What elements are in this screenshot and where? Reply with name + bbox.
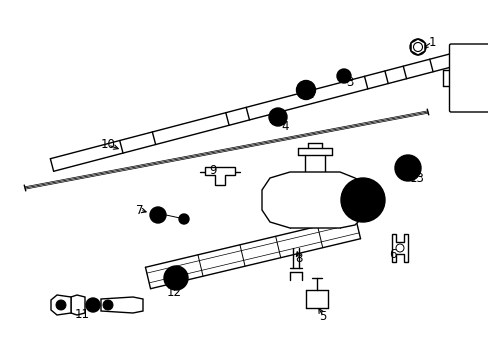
Text: 9: 9 (209, 163, 216, 176)
Text: 1: 1 (427, 36, 435, 49)
Text: 3: 3 (346, 76, 353, 89)
Circle shape (86, 298, 100, 312)
Polygon shape (410, 39, 424, 55)
Text: 5: 5 (319, 310, 326, 323)
Polygon shape (391, 234, 407, 262)
Circle shape (150, 207, 165, 223)
Circle shape (336, 69, 350, 83)
Polygon shape (71, 295, 85, 315)
Circle shape (340, 178, 384, 222)
Circle shape (409, 39, 425, 55)
Polygon shape (101, 297, 142, 313)
Text: 4: 4 (281, 121, 288, 134)
Circle shape (179, 214, 189, 224)
Text: 6: 6 (388, 248, 396, 261)
Circle shape (355, 189, 359, 193)
Text: 10: 10 (101, 139, 115, 152)
Polygon shape (204, 167, 235, 185)
Text: 11: 11 (74, 309, 89, 321)
Text: 12: 12 (166, 287, 181, 300)
Circle shape (413, 42, 422, 51)
Text: 8: 8 (295, 252, 302, 265)
Circle shape (350, 198, 354, 202)
Text: 13: 13 (409, 171, 424, 184)
Circle shape (56, 300, 66, 310)
Text: 2: 2 (305, 89, 313, 102)
Polygon shape (262, 172, 367, 228)
Circle shape (296, 81, 315, 99)
Circle shape (365, 189, 369, 193)
Polygon shape (51, 295, 71, 315)
Circle shape (355, 207, 359, 211)
Circle shape (370, 198, 374, 202)
Circle shape (394, 155, 420, 181)
Circle shape (103, 300, 113, 310)
Circle shape (365, 207, 369, 211)
Text: 7: 7 (136, 203, 143, 216)
Circle shape (268, 108, 286, 126)
Circle shape (163, 266, 187, 290)
FancyBboxPatch shape (448, 44, 488, 112)
